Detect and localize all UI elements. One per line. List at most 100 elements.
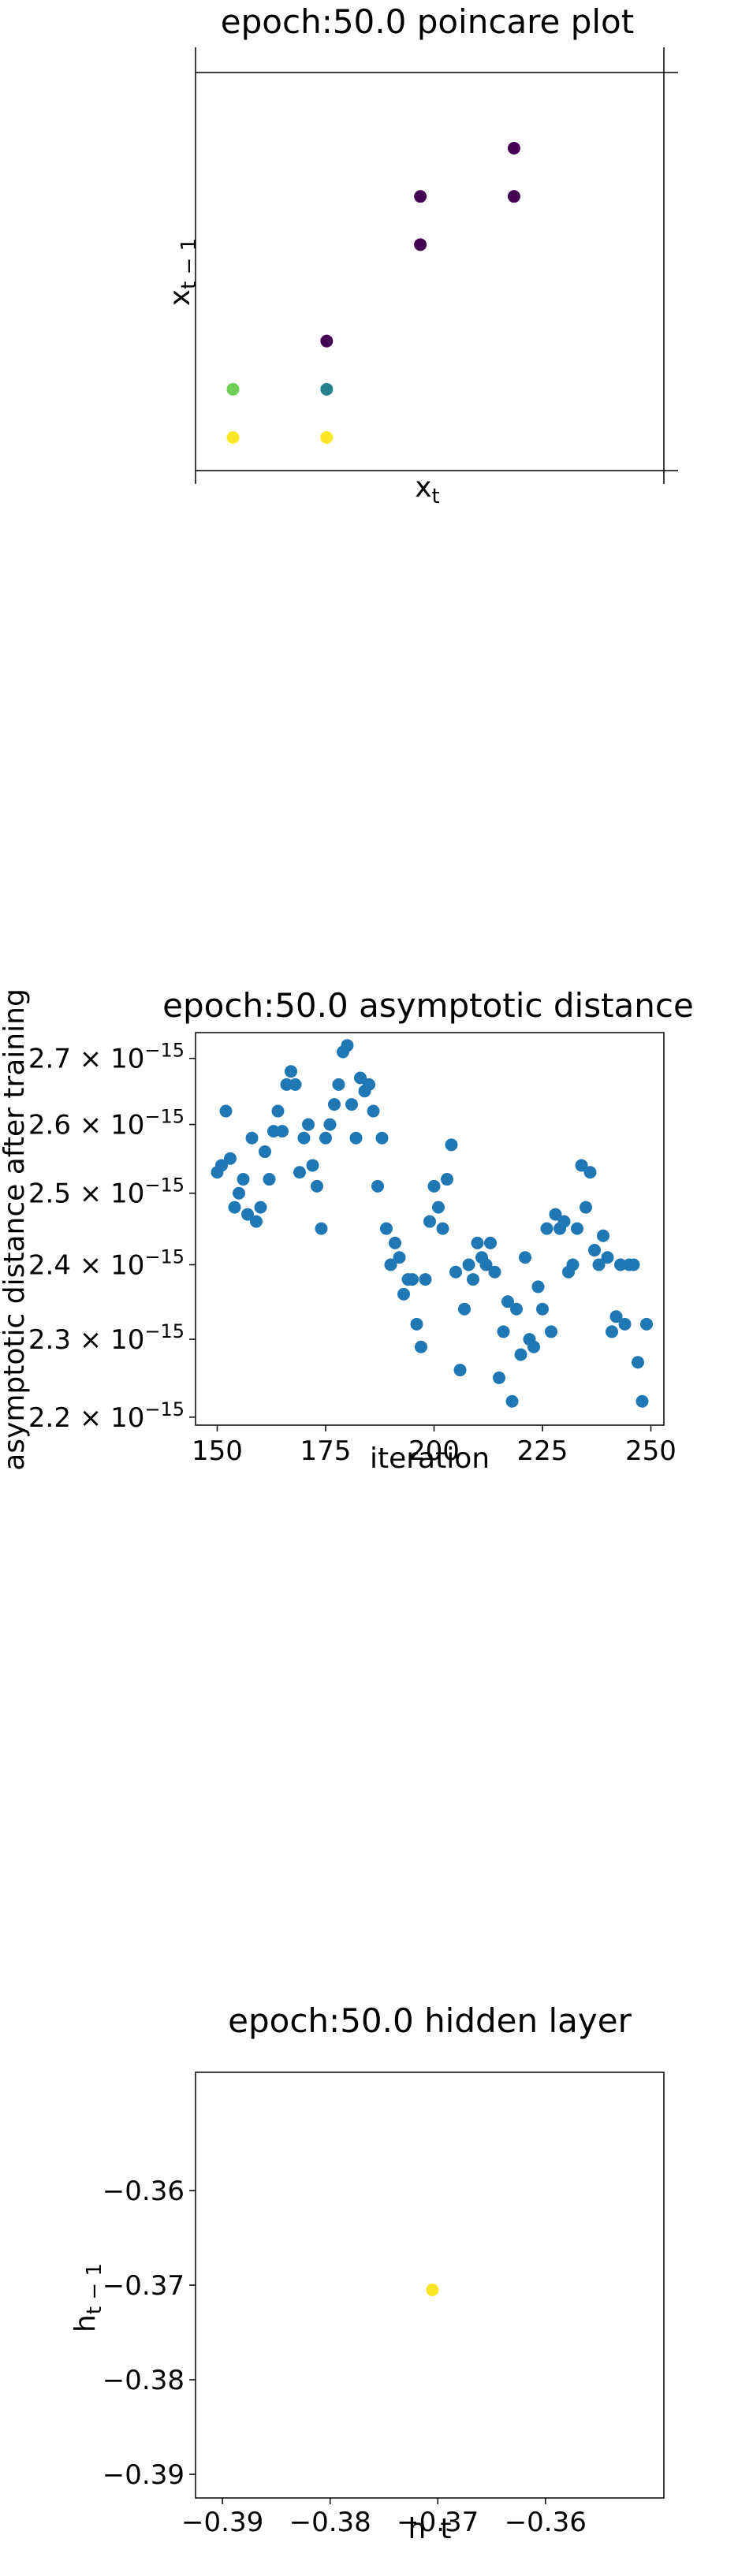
poincare-point	[226, 431, 240, 444]
asymptotic-point	[540, 1222, 554, 1235]
hidden-layer-point	[426, 2284, 439, 2296]
asymptotic-point	[219, 1104, 233, 1118]
asymptotic-point	[241, 1208, 254, 1221]
asymptotic-distance-chart: epoch:50.0 asymptotic distance 150 175 200…	[0, 986, 694, 1475]
asymptotic-x-tick-label: 200	[408, 1435, 460, 1467]
hidden-layer-y-tick-label: −0.37	[102, 2270, 184, 2302]
asymptotic-point	[597, 1229, 609, 1242]
poincare-points	[226, 142, 520, 444]
asymptotic-point	[636, 1394, 649, 1408]
asymptotic-point	[441, 1173, 453, 1186]
asymptotic-point	[363, 1078, 375, 1091]
asymptotic-point	[323, 1118, 337, 1131]
asymptotic-points	[211, 1039, 653, 1408]
asymptotic-point	[618, 1317, 632, 1331]
asymptotic-point	[601, 1251, 614, 1264]
asymptotic-point	[319, 1131, 332, 1145]
asymptotic-point	[449, 1265, 462, 1279]
asymptotic-y-tick-label: 2.4 × 10−15	[28, 1245, 184, 1281]
asymptotic-point	[436, 1222, 449, 1235]
asymptotic-point	[328, 1098, 341, 1111]
asymptotic-point	[566, 1258, 580, 1271]
asymptotic-point	[557, 1215, 571, 1228]
poincare-chart: epoch:50.0 poincare plot xt xt − 1	[164, 2, 678, 508]
hidden-layer-title: epoch:50.0 hidden layer	[228, 2001, 632, 2040]
asymptotic-point	[519, 1251, 531, 1264]
hidden-layer-y-tick-label: −0.38	[102, 2365, 184, 2396]
asymptotic-point	[271, 1104, 285, 1118]
asymptotic-point	[497, 1325, 510, 1338]
asymptotic-point	[575, 1159, 588, 1172]
asymptotic-point	[445, 1138, 458, 1152]
asymptotic-point	[397, 1287, 410, 1301]
asymptotic-point	[280, 1078, 293, 1091]
poincare-title: epoch:50.0 poincare plot	[221, 2, 634, 41]
asymptotic-point	[254, 1201, 267, 1214]
asymptotic-point	[406, 1273, 419, 1286]
asymptotic-point	[484, 1236, 497, 1249]
hidden-layer-y-tick-label: −0.39	[102, 2459, 184, 2491]
asymptotic-x-tick-label: 225	[517, 1435, 568, 1467]
hidden-layer-x-tick-label: −0.38	[289, 2507, 371, 2538]
asymptotic-y-ticks: 2.2 × 10−15 2.3 × 10−15 2.4 × 10−15 2.5 × 1…	[28, 1040, 196, 1434]
asymptotic-point	[531, 1280, 545, 1294]
asymptotic-point	[423, 1215, 436, 1228]
asymptotic-point	[375, 1131, 389, 1145]
asymptotic-title: epoch:50.0 asymptotic distance	[162, 986, 694, 1025]
asymptotic-point	[609, 1310, 623, 1323]
poincare-point	[414, 190, 427, 203]
hidden-layer-y-tick-label: −0.36	[102, 2176, 184, 2207]
hidden-layer-y-label: ht − 1	[69, 2263, 106, 2332]
hidden-layer-x-tick-label: −0.37	[397, 2507, 479, 2538]
poincare-point	[320, 382, 334, 396]
asymptotic-point	[349, 1131, 363, 1145]
asymptotic-point	[627, 1258, 640, 1271]
asymptotic-point	[571, 1222, 583, 1235]
asymptotic-point	[632, 1356, 644, 1369]
asymptotic-point	[263, 1173, 276, 1186]
asymptotic-point	[228, 1201, 241, 1214]
poincare-x-label: xt	[415, 471, 440, 508]
asymptotic-point	[527, 1340, 540, 1353]
asymptotic-y-tick-label: 2.6 × 10−15	[28, 1106, 184, 1141]
asymptotic-x-tick-label: 250	[625, 1435, 676, 1467]
asymptotic-point	[432, 1201, 445, 1214]
asymptotic-point	[384, 1258, 397, 1271]
asymptotic-point	[583, 1166, 597, 1179]
asymptotic-point	[267, 1125, 280, 1138]
asymptotic-point	[453, 1364, 467, 1377]
asymptotic-point	[215, 1159, 228, 1172]
asymptotic-point	[315, 1222, 328, 1235]
asymptotic-point	[367, 1104, 380, 1118]
asymptotic-point	[245, 1131, 259, 1145]
asymptotic-point	[580, 1201, 592, 1214]
hidden-layer-y-ticks: −0.39 −0.38 −0.37 −0.36	[102, 2176, 196, 2491]
asymptotic-point	[341, 1039, 354, 1052]
hidden-layer-x-tick-label: −0.39	[181, 2507, 263, 2538]
asymptotic-point	[501, 1295, 514, 1308]
asymptotic-point	[514, 1348, 527, 1361]
asymptotic-point	[233, 1186, 245, 1200]
asymptotic-point	[332, 1078, 345, 1091]
asymptotic-point	[415, 1340, 427, 1353]
asymptotic-point	[488, 1265, 501, 1279]
asymptotic-x-tick-label: 150	[192, 1435, 243, 1467]
poincare-point	[320, 334, 334, 348]
poincare-point	[414, 238, 427, 251]
hidden-layer-chart: epoch:50.0 hidden layer −0.39 −0.38 −0.37−…	[69, 2001, 665, 2538]
asymptotic-point	[640, 1317, 653, 1331]
poincare-y-label: xt − 1	[164, 238, 201, 306]
asymptotic-point	[410, 1317, 423, 1331]
asymptotic-y-label: asymptotic distance after training	[0, 988, 31, 1471]
asymptotic-x-tick-label: 175	[300, 1435, 352, 1467]
asymptotic-point	[545, 1325, 557, 1338]
poincare-point	[226, 382, 240, 396]
asymptotic-point	[389, 1236, 401, 1249]
asymptotic-point	[371, 1179, 384, 1193]
asymptotic-y-tick-label: 2.2 × 10−15	[28, 1398, 184, 1434]
asymptotic-x-label: iteration	[370, 1442, 490, 1475]
asymptotic-point	[224, 1152, 237, 1165]
asymptotic-y-tick-label: 2.3 × 10−15	[28, 1320, 184, 1356]
asymptotic-y-tick-label: 2.7 × 10−15	[28, 1040, 184, 1075]
asymptotic-point	[237, 1173, 250, 1186]
